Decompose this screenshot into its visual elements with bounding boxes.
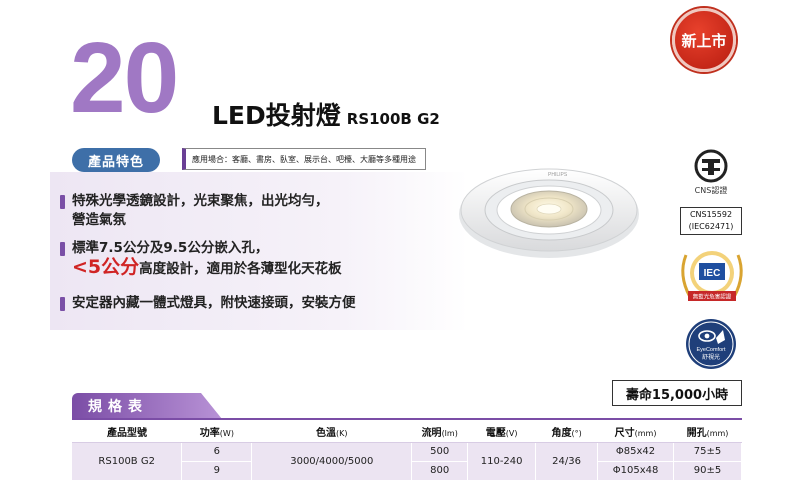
- cell-lumen: 800: [411, 461, 469, 481]
- bullet-marker: [60, 242, 65, 256]
- cell-cutout: 90±5: [673, 461, 742, 481]
- feature-item-cutout: 標準7.5公分及9.5公分嵌入孔， <5公分高度設計，適用於各薄型化天花板: [60, 239, 342, 279]
- features-section-label: 產品特色: [72, 148, 160, 172]
- lamp-brand-text: PHILIPS: [548, 172, 568, 178]
- cns-label: CNS認證: [694, 186, 728, 195]
- table-row: RS100B G2 6 3000/4000/5000 500 110-240 2…: [72, 442, 742, 481]
- height-highlight: <5公分: [72, 256, 140, 278]
- features-panel: 特殊光學透鏡設計，光束聚焦，出光均勻， 營造氣氛 標準7.5公分及9.5公分嵌入…: [50, 172, 468, 330]
- applications-note: 應用場合：客廳、書房、臥室、展示台、吧檯、大廳等多種用途: [182, 148, 426, 170]
- iec-caption: 無藍光危害認證: [693, 293, 732, 301]
- col-header-angle: 角度(°): [535, 422, 598, 443]
- table-row: 9 800 Φ105x48 90±5: [72, 461, 742, 481]
- iec-blue-light-badge: IEC 無藍光危害認證: [681, 251, 743, 301]
- downlight-product-image: PHILIPS: [459, 168, 639, 258]
- product-title: LED投射燈 RS100B G2: [212, 96, 440, 132]
- eye-brand: EyeComfort: [696, 347, 726, 353]
- feature-item-optics: 特殊光學透鏡設計，光束聚焦，出光均勻， 營造氣氛: [60, 192, 329, 230]
- eye-caption: 舒視光: [702, 353, 720, 361]
- cell-angle: 24/36: [535, 442, 599, 481]
- lifespan-box: 壽命15,000小時: [612, 380, 742, 406]
- cell-power: 6: [181, 442, 253, 462]
- iec-text: IEC: [704, 268, 721, 279]
- cell-model: RS100B G2: [72, 442, 183, 481]
- cell-size: Φ85x42: [597, 442, 675, 462]
- cell-cutout: 75±5: [673, 442, 742, 462]
- model-number-large: 20: [70, 22, 179, 134]
- col-header-power: 功率(W): [181, 422, 252, 443]
- spec-table: 產品型號 功率(W) 色溫(K) 流明(lm) 電壓(V) 角度(°) 尺寸(m…: [72, 422, 742, 481]
- col-header-size: 尺寸(mm): [597, 422, 674, 443]
- cns-certification-icon: [694, 149, 728, 183]
- spec-table-tab: 規格表: [72, 393, 222, 419]
- product-model: RS100B G2: [346, 110, 440, 128]
- spec-header-row: 產品型號 功率(W) 色溫(K) 流明(lm) 電壓(V) 角度(°) 尺寸(m…: [72, 422, 742, 443]
- cell-size: Φ105x48: [597, 461, 675, 481]
- product-name: LED投射燈: [212, 101, 341, 130]
- col-header-lumen: 流明(lm): [411, 422, 468, 443]
- feature-item-driver: 安定器內藏一體式燈具，附快速接頭，安裝方便: [60, 294, 356, 313]
- eyecomfort-badge: EyeComfort 舒視光: [686, 319, 736, 369]
- cell-power: 9: [181, 461, 253, 481]
- cell-voltage: 110-240: [467, 442, 537, 481]
- new-release-badge: 新上市: [672, 8, 736, 72]
- col-header-voltage: 電壓(V): [467, 422, 536, 443]
- bullet-marker: [60, 195, 65, 209]
- cell-lumen: 500: [411, 442, 469, 462]
- cell-color-temp: 3000/4000/5000: [251, 442, 413, 481]
- bullet-marker: [60, 297, 65, 311]
- col-header-color-temp: 色溫(K): [251, 422, 412, 443]
- spec-divider: [72, 418, 742, 420]
- col-header-cutout: 開孔(mm): [673, 422, 742, 443]
- col-header-model: 產品型號: [72, 422, 182, 443]
- cns-standard-box: CNS15592 (IEC62471): [680, 207, 742, 235]
